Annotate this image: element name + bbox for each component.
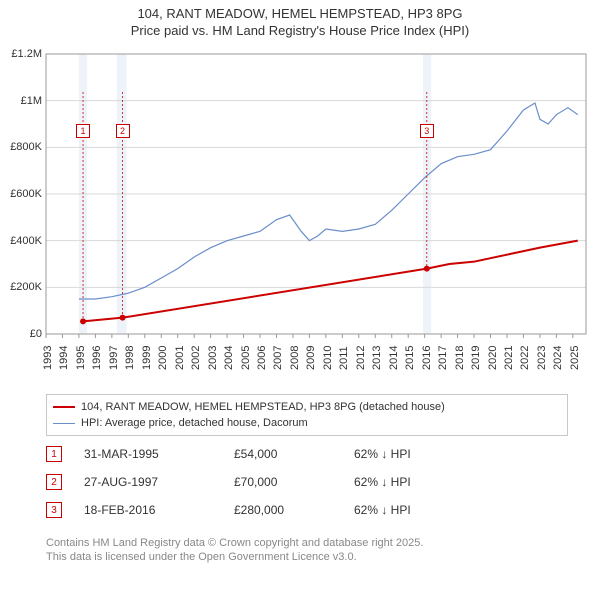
x-tick-label: 2002 (190, 346, 202, 370)
sale-marker: 2 (116, 124, 130, 138)
footer-attribution: Contains HM Land Registry data © Crown c… (46, 536, 423, 565)
legend-swatch (53, 423, 75, 424)
x-tick-label: 1993 (42, 346, 54, 370)
x-tick-label: 2022 (519, 346, 531, 370)
chart-svg (0, 46, 600, 386)
sales-table: 131-MAR-1995£54,00062% ↓ HPI227-AUG-1997… (46, 440, 474, 524)
sale-delta: 62% ↓ HPI (354, 503, 474, 517)
x-tick-label: 2007 (272, 346, 284, 370)
sale-number-box: 3 (46, 502, 62, 518)
sale-row: 3 18-FEB-2016£280,00062% ↓ HPI (46, 496, 474, 524)
chart-title: 104, RANT MEADOW, HEMEL HEMPSTEAD, HP3 8… (0, 0, 600, 40)
x-tick-label: 2015 (404, 346, 416, 370)
x-tick-label: 1994 (58, 346, 70, 370)
sale-delta: 62% ↓ HPI (354, 475, 474, 489)
x-tick-label: 2019 (470, 346, 482, 370)
x-tick-label: 2016 (421, 346, 433, 370)
sale-marker: 1 (76, 124, 90, 138)
x-tick-label: 2003 (207, 346, 219, 370)
x-tick-label: 2010 (322, 346, 334, 370)
x-tick-label: 1997 (108, 346, 120, 370)
legend: 104, RANT MEADOW, HEMEL HEMPSTEAD, HP3 8… (46, 394, 568, 436)
footer-line1: Contains HM Land Registry data © Crown c… (46, 536, 423, 550)
x-tick-label: 1998 (124, 346, 136, 370)
footer-line2: This data is licensed under the Open Gov… (46, 550, 423, 564)
legend-swatch (53, 406, 75, 408)
sale-number-box: 2 (46, 474, 62, 490)
x-tick-label: 2008 (289, 346, 301, 370)
sale-date: 31-MAR-1995 (84, 447, 234, 461)
title-line2: Price paid vs. HM Land Registry's House … (0, 23, 600, 40)
x-tick-label: 2013 (371, 346, 383, 370)
y-tick-label: £1.2M (2, 48, 42, 60)
x-tick-label: 1996 (91, 346, 103, 370)
sale-date: 27-AUG-1997 (84, 475, 234, 489)
x-tick-label: 2021 (503, 346, 515, 370)
x-tick-label: 2014 (388, 346, 400, 370)
x-tick-label: 2023 (536, 346, 548, 370)
sale-price: £70,000 (234, 475, 354, 489)
x-tick-label: 2004 (223, 346, 235, 370)
y-tick-label: £200K (2, 281, 42, 293)
sale-date: 18-FEB-2016 (84, 503, 234, 517)
sale-price: £280,000 (234, 503, 354, 517)
legend-label: 104, RANT MEADOW, HEMEL HEMPSTEAD, HP3 8… (81, 399, 445, 415)
sale-price: £54,000 (234, 447, 354, 461)
x-tick-label: 2005 (240, 346, 252, 370)
y-tick-label: £600K (2, 188, 42, 200)
y-tick-label: £400K (2, 235, 42, 247)
x-tick-label: 1999 (141, 346, 153, 370)
x-tick-label: 2024 (552, 346, 564, 370)
legend-label: HPI: Average price, detached house, Daco… (81, 415, 308, 431)
x-tick-label: 2001 (174, 346, 186, 370)
legend-item: 104, RANT MEADOW, HEMEL HEMPSTEAD, HP3 8… (53, 399, 561, 415)
x-tick-label: 2011 (338, 346, 350, 370)
y-tick-label: £1M (2, 95, 42, 107)
x-tick-label: 2012 (355, 346, 367, 370)
x-tick-label: 2025 (569, 346, 581, 370)
title-line1: 104, RANT MEADOW, HEMEL HEMPSTEAD, HP3 8… (0, 6, 600, 23)
sale-delta: 62% ↓ HPI (354, 447, 474, 461)
x-tick-label: 2000 (157, 346, 169, 370)
sale-number-box: 1 (46, 446, 62, 462)
x-tick-label: 2020 (487, 346, 499, 370)
x-tick-label: 2006 (256, 346, 268, 370)
x-tick-label: 1995 (75, 346, 87, 370)
x-tick-label: 2017 (437, 346, 449, 370)
x-tick-label: 2009 (305, 346, 317, 370)
sale-marker: 3 (420, 124, 434, 138)
legend-item: HPI: Average price, detached house, Daco… (53, 415, 561, 431)
y-tick-label: £800K (2, 141, 42, 153)
sale-row: 2 27-AUG-1997£70,00062% ↓ HPI (46, 468, 474, 496)
x-tick-label: 2018 (454, 346, 466, 370)
chart-area: 1 2 3 (0, 46, 600, 386)
sale-row: 1 31-MAR-1995£54,00062% ↓ HPI (46, 440, 474, 468)
y-tick-label: £0 (2, 328, 42, 340)
